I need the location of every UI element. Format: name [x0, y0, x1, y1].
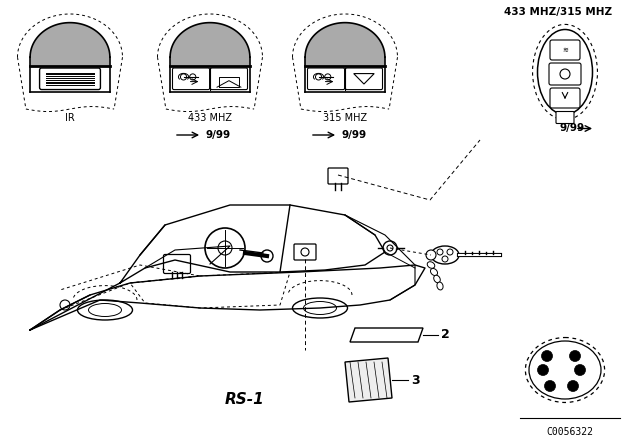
- Circle shape: [437, 249, 443, 255]
- Circle shape: [387, 245, 393, 251]
- Circle shape: [442, 256, 448, 262]
- Ellipse shape: [525, 337, 605, 402]
- Polygon shape: [30, 23, 110, 66]
- Polygon shape: [345, 358, 392, 402]
- Circle shape: [570, 350, 580, 362]
- Circle shape: [180, 74, 187, 80]
- FancyBboxPatch shape: [163, 254, 191, 273]
- Circle shape: [538, 365, 548, 375]
- Circle shape: [575, 365, 586, 375]
- Circle shape: [324, 74, 331, 80]
- Text: C0056322: C0056322: [547, 427, 593, 437]
- Circle shape: [301, 248, 309, 256]
- Circle shape: [383, 241, 397, 255]
- Polygon shape: [354, 73, 374, 84]
- Ellipse shape: [434, 275, 440, 283]
- Text: 3: 3: [411, 374, 420, 387]
- Text: 9/99: 9/99: [560, 124, 585, 134]
- Circle shape: [60, 300, 70, 310]
- Circle shape: [568, 380, 579, 392]
- Text: 9/99: 9/99: [205, 130, 230, 140]
- Ellipse shape: [428, 262, 435, 268]
- Circle shape: [205, 228, 245, 268]
- Text: 433 MHZ/315 MHZ: 433 MHZ/315 MHZ: [504, 7, 612, 17]
- Circle shape: [545, 380, 556, 392]
- Ellipse shape: [431, 268, 438, 276]
- Polygon shape: [170, 23, 250, 66]
- Text: RS-1: RS-1: [225, 392, 265, 408]
- Ellipse shape: [431, 246, 459, 264]
- FancyBboxPatch shape: [40, 68, 100, 90]
- Text: ≋: ≋: [562, 47, 568, 53]
- Text: 315 MHZ: 315 MHZ: [323, 113, 367, 123]
- Ellipse shape: [529, 341, 601, 399]
- Polygon shape: [305, 23, 385, 66]
- Text: 9/99: 9/99: [341, 130, 366, 140]
- Circle shape: [426, 250, 436, 260]
- Text: 2: 2: [441, 328, 450, 341]
- FancyBboxPatch shape: [307, 68, 344, 90]
- Ellipse shape: [437, 282, 443, 290]
- FancyBboxPatch shape: [211, 68, 248, 90]
- Circle shape: [447, 249, 453, 255]
- Ellipse shape: [538, 30, 593, 115]
- Ellipse shape: [292, 298, 348, 318]
- FancyBboxPatch shape: [328, 168, 348, 184]
- FancyBboxPatch shape: [550, 88, 580, 108]
- Circle shape: [560, 69, 570, 79]
- Text: 433 MHZ: 433 MHZ: [188, 113, 232, 123]
- FancyBboxPatch shape: [556, 112, 574, 124]
- Circle shape: [189, 74, 196, 80]
- Circle shape: [261, 250, 273, 262]
- Ellipse shape: [77, 300, 132, 320]
- Circle shape: [218, 241, 232, 255]
- Circle shape: [541, 350, 552, 362]
- FancyBboxPatch shape: [550, 40, 580, 60]
- FancyBboxPatch shape: [346, 68, 383, 90]
- Ellipse shape: [303, 302, 337, 314]
- Ellipse shape: [532, 24, 598, 120]
- FancyBboxPatch shape: [173, 68, 210, 90]
- Circle shape: [316, 74, 322, 80]
- FancyBboxPatch shape: [294, 244, 316, 260]
- Polygon shape: [350, 328, 423, 342]
- Ellipse shape: [88, 303, 122, 316]
- Text: IR: IR: [65, 113, 75, 123]
- FancyBboxPatch shape: [549, 63, 581, 85]
